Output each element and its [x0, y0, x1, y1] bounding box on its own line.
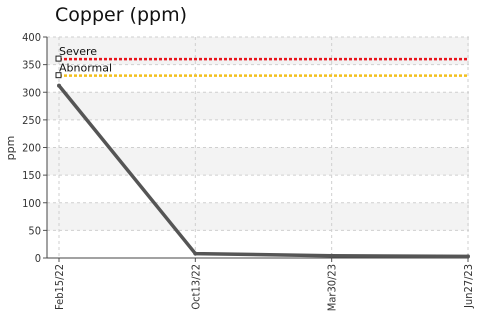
plot-band — [47, 147, 469, 176]
y-tick-label: 150 — [22, 169, 41, 182]
data-point — [57, 83, 61, 88]
plot-band — [47, 202, 469, 231]
data-series — [57, 83, 470, 259]
y-tick-label: 300 — [22, 86, 41, 99]
y-tick-label: 0 — [35, 252, 41, 265]
data-point — [466, 254, 470, 259]
x-tick-label: Jun27/23 — [462, 264, 475, 309]
y-axis-label: ppm — [4, 136, 17, 161]
y-tick-label: 350 — [22, 59, 41, 72]
x-tick-label: Feb15/22 — [53, 264, 66, 310]
threshold-marker — [55, 55, 62, 62]
chart-title: Copper (ppm) — [55, 4, 188, 26]
y-tick-label: 100 — [22, 197, 41, 210]
x-tick-label: Oct13/22 — [189, 264, 202, 310]
threshold-label-severe: Severe — [59, 45, 97, 58]
threshold-marker — [55, 72, 62, 79]
y-tick-label: 50 — [28, 224, 41, 237]
x-tick-label: Mar30/23 — [326, 264, 339, 311]
data-point — [329, 253, 334, 258]
threshold-label-abnormal: Abnormal — [59, 62, 112, 75]
y-tick-label: 200 — [22, 142, 41, 155]
threshold-lines: Severe Abnormal — [55, 45, 469, 79]
y-tick-label: 400 — [22, 31, 41, 44]
data-point — [193, 251, 198, 256]
axes — [43, 36, 469, 262]
y-tick-label: 250 — [22, 114, 41, 127]
series-line — [57, 84, 469, 259]
plot-background-bands — [47, 37, 469, 231]
plot-band — [47, 92, 469, 120]
tick-labels: 0 50 100 150 200 250 300 350 400 Feb15/22 Oct13/22… — [22, 31, 475, 311]
plot-band — [47, 37, 469, 65]
